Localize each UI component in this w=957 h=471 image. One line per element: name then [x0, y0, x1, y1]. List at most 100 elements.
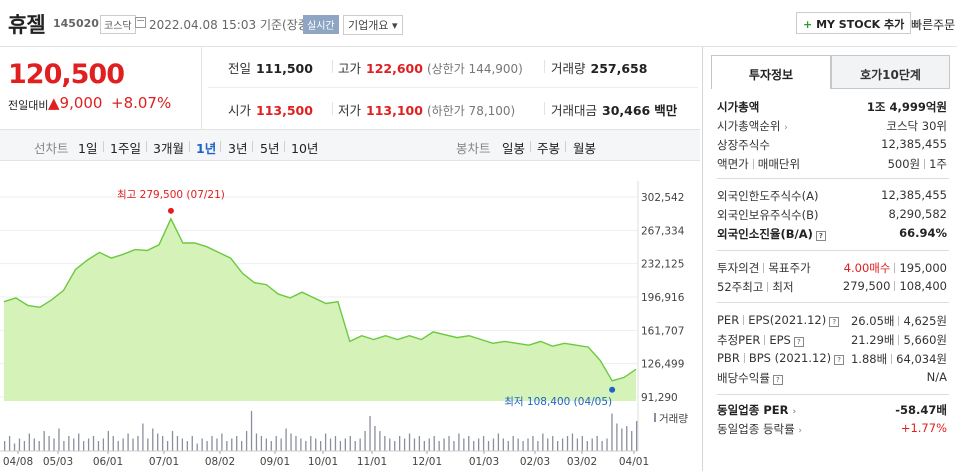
quick-order-link[interactable]: 빠른주문 [911, 18, 956, 32]
volume-bar [300, 438, 302, 451]
row-value: 1조 4,999억원 [866, 100, 947, 114]
divider [332, 60, 333, 73]
volume-bar [58, 428, 60, 451]
volume-bar [102, 438, 105, 451]
volume-bar [68, 436, 70, 451]
tab-monthly-candle[interactable]: 월봉 [573, 141, 597, 156]
row-key: 시가총액 [717, 100, 760, 114]
tab-10year[interactable]: 10년 [291, 141, 319, 156]
volume-bar [344, 438, 346, 451]
row-key: 시가총액순위 › [717, 119, 788, 133]
help-icon[interactable]: ? [772, 375, 783, 385]
volume-bar [78, 433, 80, 451]
volume-bar [310, 436, 312, 451]
y-tick-label: 267,334 [641, 225, 685, 237]
divider [332, 102, 333, 115]
tab-weekly-candle[interactable]: 주봉 [537, 141, 561, 156]
open-stat: 시가 113,500 [228, 100, 313, 119]
volume-bar [28, 433, 30, 451]
volume-bar [18, 438, 21, 451]
basis-text: 기준(장중) [259, 18, 314, 32]
volume-bar [428, 438, 430, 451]
volume-bar [517, 438, 519, 451]
volume-bar [236, 436, 238, 451]
volume-bar [552, 436, 554, 451]
volume-bar [443, 438, 445, 451]
volume-bar [482, 436, 485, 451]
open-value: 113,500 [256, 103, 313, 118]
volume-value: 257,658 [590, 61, 648, 76]
x-tick-label: 08/02 [205, 456, 235, 468]
volume-bar [320, 441, 322, 451]
row-key: 외국인한도주식수(A) [717, 189, 819, 203]
help-icon[interactable]: ? [829, 317, 840, 327]
row-industry-per[interactable]: 동일업종 PER › -58.47배 [717, 402, 947, 418]
tab-3month[interactable]: 3개월 [153, 141, 184, 156]
volume-bar [359, 438, 361, 451]
tab-orderbook[interactable]: 호가10단계 [831, 55, 950, 89]
help-icon[interactable]: ? [815, 231, 826, 241]
row-key: 액면가 매매단위 [717, 157, 801, 171]
volume-bar [162, 436, 164, 451]
row-foreign-limit: 외국인한도주식수(A) 12,385,455 [717, 188, 947, 204]
volume-bar [408, 433, 411, 451]
turnover-stat: 거래대금 30,466 백만 [551, 100, 677, 119]
volume-bar [4, 441, 6, 451]
row-value: -58.47배 [895, 403, 947, 417]
volume-bar [191, 436, 193, 451]
help-icon[interactable]: ? [793, 337, 804, 347]
row-key: 투자의견 목표주가 [717, 261, 811, 275]
add-my-stock-button[interactable]: + MY STOCK 추가 [796, 12, 912, 34]
volume-bar [576, 438, 579, 451]
row-value: 21.29배 5,660원 [850, 333, 947, 347]
help-icon[interactable]: ? [834, 355, 845, 365]
volume-bar [38, 441, 40, 451]
realtime-button[interactable]: 실시간 [303, 15, 339, 34]
row-est-per: 추정PER EPS? 21.29배 5,660원 [717, 332, 947, 348]
volume-bar [433, 436, 435, 451]
tab-1year[interactable]: 1년 [196, 141, 217, 156]
volume-bar [87, 438, 90, 451]
volume-bar [542, 433, 544, 451]
tab-1day[interactable]: 1일 [78, 141, 98, 156]
volume-bar [591, 438, 593, 451]
current-price: 120,500 [8, 59, 125, 90]
tab-5year[interactable]: 5년 [260, 141, 280, 156]
volume-bar [196, 443, 198, 451]
volume-bar [206, 441, 208, 451]
y-tick-label: 126,499 [641, 359, 684, 371]
volume-bar [487, 441, 490, 451]
y-tick-label: 91,290 [641, 392, 678, 404]
divider [565, 141, 566, 152]
min-marker [609, 386, 616, 393]
row-value: 279,500 108,400 [842, 279, 947, 293]
row-industry-change[interactable]: 동일업종 등락률 › +1.77% [717, 421, 947, 437]
row-market-cap-rank[interactable]: 시가총액순위 › 코스닥 30위 [717, 118, 947, 134]
volume-bar [324, 433, 327, 451]
tab-daily-candle[interactable]: 일봉 [502, 141, 526, 156]
tab-investment-info[interactable]: 투자정보 [711, 55, 831, 89]
x-tick-label: 04/08 [3, 456, 33, 468]
price-area [4, 218, 636, 401]
volume-label: 거래량 [659, 413, 688, 425]
volume-bar [285, 428, 287, 451]
volume-bar [152, 428, 154, 451]
price-chart: 302,542 267,334 232,125 196,916 161,707 126,4… [0, 161, 700, 471]
x-tick-label: 03/02 [567, 456, 597, 468]
divider [252, 141, 253, 152]
row-key: PER EPS(2021.12)? [717, 313, 840, 327]
volume-bar [166, 441, 169, 451]
divider [189, 141, 190, 152]
volume-bar [305, 441, 307, 451]
row-opinion: 투자의견 목표주가 4.00매수 195,000 [717, 260, 947, 276]
volume-bar [250, 411, 253, 451]
volume-bar [8, 436, 11, 451]
volume-bar [621, 428, 623, 451]
tab-1week[interactable]: 1주일 [110, 141, 141, 156]
row-value: 66.94% [899, 226, 947, 240]
volume-bar [561, 438, 564, 451]
row-value: +1.77% [900, 421, 947, 435]
stock-name: 휴젤 [8, 13, 46, 37]
tab-3year[interactable]: 3년 [228, 141, 248, 156]
company-info-dropdown[interactable]: 기업개요 ▾ [343, 15, 403, 35]
